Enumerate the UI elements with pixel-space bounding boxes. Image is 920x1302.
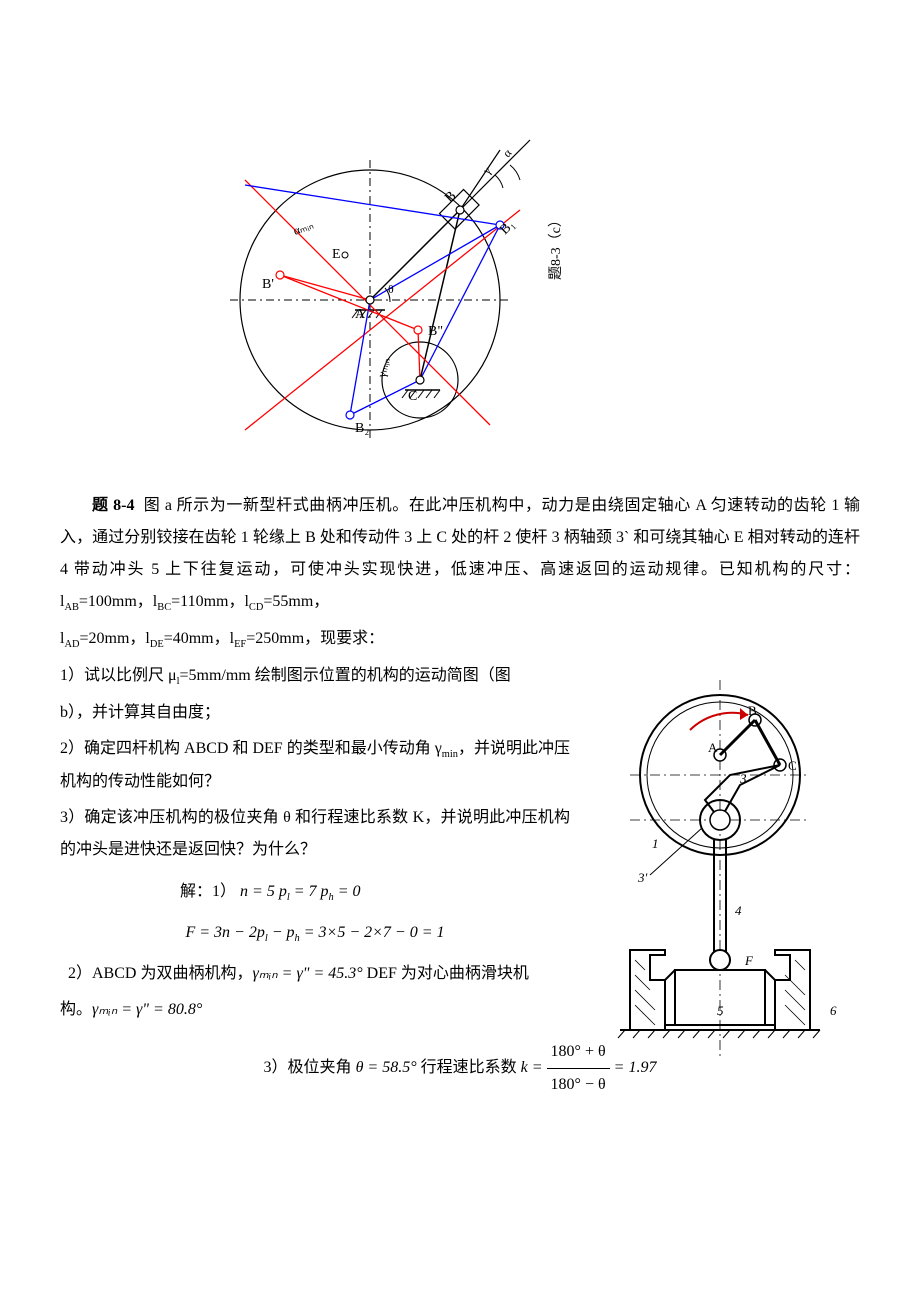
problem-paragraph-2: lAD=20mm，lDE=40mm，lEF=250mm，现要求： bbox=[60, 623, 860, 656]
svg-text:F: F bbox=[744, 953, 754, 968]
problem-paragraph-1: 题 8-4 图 a 所示为一新型杆式曲柄冲压机。在此冲压机构中，动力是由绕固定轴… bbox=[60, 490, 860, 619]
svg-text:C: C bbox=[408, 389, 417, 404]
svg-text:B": B" bbox=[428, 324, 443, 339]
svg-text:αₘᵢₙ: αₘᵢₙ bbox=[291, 218, 315, 238]
solution-block: 解：1） n = 5 pl = 7 ph = 0 F = 3n − 2pl − … bbox=[60, 876, 570, 950]
diagram-caption: 题8-3（c） bbox=[548, 213, 564, 280]
press-machine-diagram: A B C 1 3 3' 4 5 6 F bbox=[590, 680, 850, 1060]
svg-text:A: A bbox=[708, 740, 718, 755]
svg-text:B₁: B₁ bbox=[497, 217, 518, 238]
svg-text:3': 3' bbox=[637, 870, 648, 885]
question-3: 3）确定该冲压机构的极位夹角 θ 和行程速比系数 K，并说明此冲压机构的冲头是进… bbox=[60, 802, 570, 866]
solution-equation-F: F = 3n − 2pl − ph = 3×5 − 2×7 − 0 = 1 bbox=[60, 917, 570, 950]
question-block: 1）试以比例尺 μl=5mm/mm 绘制图示位置的机构的运动简图（图 b），并计… bbox=[60, 660, 570, 950]
svg-text:4: 4 bbox=[735, 903, 742, 918]
svg-text:1: 1 bbox=[652, 836, 659, 851]
page-content: A B B' B₁ B₂ B" C E θ α γ αₘᵢₙ γₘᵢₙ 题8-3… bbox=[0, 0, 920, 1169]
svg-text:C: C bbox=[788, 758, 797, 773]
svg-text:B₂: B₂ bbox=[355, 421, 369, 436]
svg-text:E: E bbox=[332, 247, 341, 262]
question-1b: b），并计算其自由度； bbox=[60, 697, 570, 729]
svg-text:γ: γ bbox=[479, 163, 494, 178]
problem-number: 题 8-4 bbox=[92, 497, 135, 514]
linkage-diagram: A B B' B₁ B₂ B" C E θ α γ αₘᵢₙ γₘᵢₙ 题8-3… bbox=[160, 80, 580, 460]
question-1: 1）试以比例尺 μl=5mm/mm 绘制图示位置的机构的运动简图（图 bbox=[60, 660, 570, 693]
svg-text:6: 6 bbox=[830, 1003, 837, 1018]
svg-text:θ: θ bbox=[388, 282, 394, 296]
svg-text:5: 5 bbox=[717, 1003, 724, 1018]
question-2: 2）确定四杆机构 ABCD 和 DEF 的类型和最小传动角 γmin，并说明此冲… bbox=[60, 733, 570, 798]
content-with-figure: 1）试以比例尺 μl=5mm/mm 绘制图示位置的机构的运动简图（图 b），并计… bbox=[60, 660, 860, 950]
svg-text:B: B bbox=[748, 703, 757, 718]
svg-text:B': B' bbox=[262, 277, 274, 292]
solution-line-1: 解：1） n = 5 pl = 7 ph = 0 bbox=[180, 876, 570, 909]
svg-text:A: A bbox=[355, 307, 366, 322]
svg-text:3: 3 bbox=[739, 771, 747, 786]
svg-text:γₘᵢₙ: γₘᵢₙ bbox=[374, 356, 393, 380]
